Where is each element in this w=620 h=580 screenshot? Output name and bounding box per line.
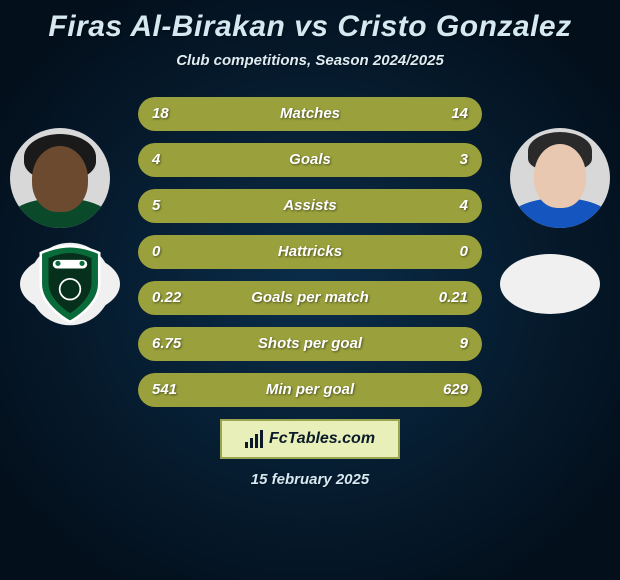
player-left-avatar [10, 128, 110, 228]
comparison-date: 15 february 2025 [0, 471, 620, 488]
stat-row: 54Assists [138, 189, 482, 223]
logo-text: FcTables.com [269, 430, 375, 448]
stat-label: Min per goal [138, 373, 482, 407]
stat-label: Goals per match [138, 281, 482, 315]
bar-chart-icon [245, 430, 263, 448]
stat-label: Shots per goal [138, 327, 482, 361]
stat-label: Matches [138, 97, 482, 131]
stats-table: 1814Matches 43Goals 54Assists 00Hattricks 0.… [138, 97, 482, 407]
stat-row: 6.759Shots per goal [138, 327, 482, 361]
player-right-club-badge [500, 254, 600, 314]
comparison-subtitle: Club competitions, Season 2024/2025 [0, 52, 620, 69]
fctables-logo: FcTables.com [220, 419, 400, 459]
stat-row: 1814Matches [138, 97, 482, 131]
stat-row: 0.220.21Goals per match [138, 281, 482, 315]
stat-row: 43Goals [138, 143, 482, 177]
stat-label: Assists [138, 189, 482, 223]
stat-label: Hattricks [138, 235, 482, 269]
stat-row: 541629Min per goal [138, 373, 482, 407]
player-right-avatar [510, 128, 610, 228]
stat-label: Goals [138, 143, 482, 177]
stat-row: 00Hattricks [138, 235, 482, 269]
comparison-title: Firas Al-Birakan vs Cristo Gonzalez [0, 10, 620, 44]
shield-icon [27, 241, 113, 327]
player-left-club-badge [20, 254, 120, 314]
